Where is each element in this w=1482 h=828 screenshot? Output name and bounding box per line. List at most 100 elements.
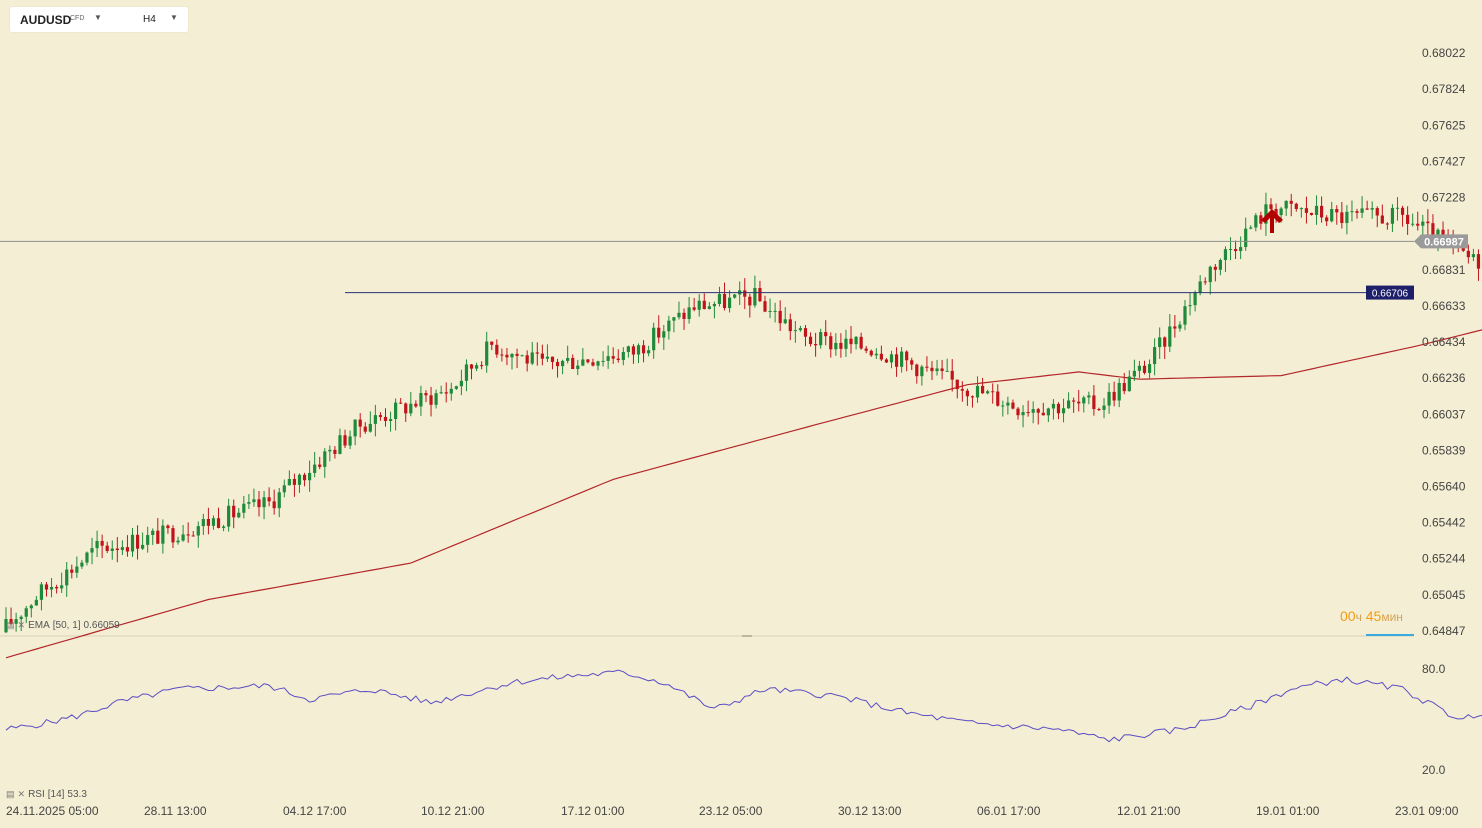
indicator-settings-icon[interactable]: ▤ xyxy=(6,620,15,630)
candle[interactable] xyxy=(1026,400,1030,417)
candle[interactable] xyxy=(965,388,969,406)
candle[interactable] xyxy=(414,400,418,408)
candle[interactable] xyxy=(991,383,995,404)
candle[interactable] xyxy=(824,320,828,346)
candle[interactable] xyxy=(1051,399,1056,420)
candle[interactable] xyxy=(591,358,595,367)
candle[interactable] xyxy=(24,605,28,624)
candle[interactable] xyxy=(1188,292,1192,316)
candle[interactable] xyxy=(743,278,747,310)
candle[interactable] xyxy=(1021,405,1025,428)
candle[interactable] xyxy=(692,297,696,312)
candle[interactable] xyxy=(65,561,69,597)
candle[interactable] xyxy=(297,473,302,493)
candle[interactable] xyxy=(373,404,377,437)
candle[interactable] xyxy=(520,354,524,357)
candle[interactable] xyxy=(439,385,443,395)
candle[interactable] xyxy=(424,390,428,403)
candle[interactable] xyxy=(687,296,691,324)
candle[interactable] xyxy=(783,307,787,325)
candle[interactable] xyxy=(409,392,413,417)
close-icon[interactable]: ✕ xyxy=(17,789,26,799)
candle[interactable] xyxy=(788,313,792,341)
candle[interactable] xyxy=(1056,402,1061,420)
candle[interactable] xyxy=(1137,360,1142,379)
candle[interactable] xyxy=(1471,248,1475,262)
candle[interactable] xyxy=(262,490,266,520)
candle[interactable] xyxy=(313,452,317,478)
candle[interactable] xyxy=(449,382,453,401)
candle[interactable] xyxy=(490,341,494,351)
candle[interactable] xyxy=(404,402,408,422)
candle[interactable] xyxy=(530,341,534,366)
candle[interactable] xyxy=(596,360,600,371)
candle[interactable] xyxy=(1370,201,1374,219)
candle[interactable] xyxy=(626,345,630,358)
candle[interactable] xyxy=(328,445,332,462)
candle[interactable] xyxy=(1153,338,1157,376)
candle[interactable] xyxy=(252,488,256,507)
candle[interactable] xyxy=(601,351,605,367)
candle[interactable] xyxy=(834,333,838,356)
candle[interactable] xyxy=(829,332,833,358)
candle[interactable] xyxy=(495,339,499,358)
candle[interactable] xyxy=(343,429,347,449)
candle[interactable] xyxy=(80,559,84,569)
candle[interactable] xyxy=(1147,359,1152,379)
candle[interactable] xyxy=(1233,240,1238,260)
candle[interactable] xyxy=(1046,407,1050,423)
candle[interactable] xyxy=(1006,396,1010,415)
candle[interactable] xyxy=(49,577,54,598)
candle[interactable] xyxy=(166,524,170,534)
candle[interactable] xyxy=(1289,193,1293,217)
candle[interactable] xyxy=(1077,389,1081,412)
candle[interactable] xyxy=(864,345,868,354)
candle[interactable] xyxy=(975,376,980,403)
candle[interactable] xyxy=(1249,225,1253,230)
candle[interactable] xyxy=(621,347,625,366)
candle[interactable] xyxy=(1198,275,1202,296)
candle[interactable] xyxy=(545,344,550,363)
candle[interactable] xyxy=(141,532,145,551)
candle[interactable] xyxy=(566,345,570,364)
candle[interactable] xyxy=(1411,213,1415,227)
candle[interactable] xyxy=(1476,249,1481,281)
candle[interactable] xyxy=(1011,399,1015,410)
candle[interactable] xyxy=(980,377,985,394)
candle[interactable] xyxy=(44,582,49,597)
candle[interactable] xyxy=(146,526,150,553)
candle[interactable] xyxy=(960,381,964,402)
candle[interactable] xyxy=(1330,201,1334,223)
candle[interactable] xyxy=(1284,200,1288,216)
candle[interactable] xyxy=(130,527,135,557)
candle[interactable] xyxy=(1168,314,1172,352)
candle[interactable] xyxy=(353,419,357,446)
candle[interactable] xyxy=(1041,402,1045,416)
candle[interactable] xyxy=(803,324,808,347)
candle[interactable] xyxy=(910,357,914,371)
candle[interactable] xyxy=(1102,398,1106,419)
candle[interactable] xyxy=(945,358,949,372)
candle[interactable] xyxy=(1163,336,1167,359)
candle[interactable] xyxy=(1299,207,1303,218)
candle[interactable] xyxy=(758,280,762,303)
candle[interactable] xyxy=(29,604,33,618)
candle[interactable] xyxy=(1400,205,1405,227)
candle[interactable] xyxy=(287,470,291,486)
candle[interactable] xyxy=(773,302,777,323)
candle[interactable] xyxy=(1173,314,1177,338)
candle[interactable] xyxy=(1072,397,1076,413)
candle[interactable] xyxy=(515,348,519,369)
indicator-settings-icon[interactable]: ▤ xyxy=(6,789,15,799)
candle[interactable] xyxy=(510,353,514,370)
candle[interactable] xyxy=(1117,378,1121,408)
candle[interactable] xyxy=(697,294,701,317)
candle[interactable] xyxy=(358,413,362,438)
candle[interactable] xyxy=(34,596,38,606)
candle[interactable] xyxy=(753,275,757,308)
timeframe-chevron-down-icon[interactable]: ▼ xyxy=(170,13,178,22)
candle[interactable] xyxy=(1087,391,1091,405)
candle[interactable] xyxy=(237,508,241,519)
candle[interactable] xyxy=(535,342,539,366)
candle[interactable] xyxy=(196,521,200,548)
